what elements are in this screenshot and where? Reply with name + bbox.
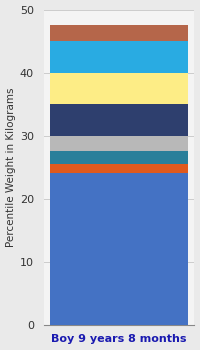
Bar <box>50 25 188 41</box>
Bar <box>50 41 188 72</box>
Bar <box>50 135 188 152</box>
Bar <box>50 104 188 135</box>
Bar <box>50 174 188 325</box>
Bar <box>50 164 188 174</box>
Y-axis label: Percentile Weight in Kilograms: Percentile Weight in Kilograms <box>6 88 16 247</box>
Bar <box>50 152 188 164</box>
Bar <box>50 72 188 104</box>
